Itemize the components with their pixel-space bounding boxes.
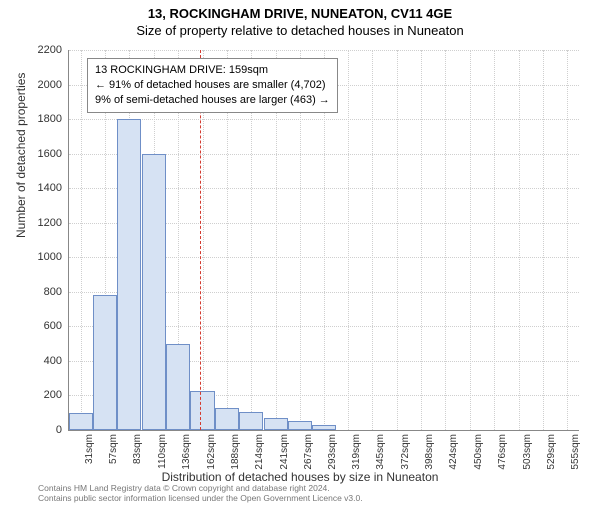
x-tick-label: 241sqm <box>279 434 290 470</box>
vgridline <box>397 50 398 430</box>
y-tick-label: 1400 <box>22 182 62 194</box>
y-tick-label: 1200 <box>22 217 62 229</box>
x-tick-label: 267sqm <box>303 434 314 470</box>
vgridline <box>494 50 495 430</box>
y-tick-label: 600 <box>22 320 62 332</box>
histogram-bar <box>264 418 288 430</box>
x-tick-label: 188sqm <box>230 434 241 470</box>
x-tick-label: 450sqm <box>473 434 484 470</box>
histogram-bar <box>93 295 117 430</box>
y-tick-label: 0 <box>22 424 62 436</box>
histogram-bar <box>117 119 141 430</box>
x-tick-label: 110sqm <box>157 434 168 469</box>
vgridline <box>567 50 568 430</box>
x-tick-label: 529sqm <box>546 434 557 470</box>
x-tick-label: 319sqm <box>351 434 362 470</box>
y-tick-label: 2200 <box>22 44 62 56</box>
x-tick-label: 398sqm <box>424 434 435 470</box>
y-tick-label: 1800 <box>22 113 62 125</box>
vgridline <box>445 50 446 430</box>
x-tick-label: 31sqm <box>84 434 95 464</box>
y-tick-label: 800 <box>22 286 62 298</box>
histogram-bar <box>312 425 336 430</box>
y-tick-label: 200 <box>22 389 62 401</box>
x-tick-label: 136sqm <box>181 434 192 470</box>
x-tick-label: 214sqm <box>254 434 265 470</box>
x-tick-label: 476sqm <box>497 434 508 470</box>
y-tick-label: 1000 <box>22 251 62 263</box>
histogram-bar <box>69 413 93 430</box>
vgridline <box>372 50 373 430</box>
plot-area: 31sqm57sqm83sqm110sqm136sqm162sqm188sqm2… <box>68 50 579 431</box>
page-subtitle: Size of property relative to detached ho… <box>0 23 600 38</box>
info-box: 13 ROCKINGHAM DRIVE: 159sqm← 91% of deta… <box>87 58 338 113</box>
x-tick-label: 345sqm <box>375 434 386 470</box>
x-tick-label: 503sqm <box>522 434 533 470</box>
page-title: 13, ROCKINGHAM DRIVE, NUNEATON, CV11 4GE <box>0 6 600 21</box>
x-tick-label: 162sqm <box>206 434 217 470</box>
info-box-line: 9% of semi-detached houses are larger (4… <box>95 93 330 108</box>
footer-line-2: Contains public sector information licen… <box>38 494 363 504</box>
y-tick-label: 1600 <box>22 148 62 160</box>
vgridline <box>348 50 349 430</box>
y-tick-label: 2000 <box>22 79 62 91</box>
info-box-line: 13 ROCKINGHAM DRIVE: 159sqm <box>95 63 330 78</box>
vgridline <box>81 50 82 430</box>
x-tick-label: 83sqm <box>132 434 143 464</box>
vgridline <box>543 50 544 430</box>
x-tick-label: 293sqm <box>327 434 338 470</box>
histogram-chart: 31sqm57sqm83sqm110sqm136sqm162sqm188sqm2… <box>68 50 578 430</box>
histogram-bar <box>166 344 190 430</box>
histogram-bar <box>142 154 166 430</box>
histogram-bar <box>215 408 239 430</box>
x-tick-label: 57sqm <box>108 434 119 464</box>
x-tick-label: 424sqm <box>448 434 459 470</box>
vgridline <box>519 50 520 430</box>
footer-attribution: Contains HM Land Registry data © Crown c… <box>38 484 363 504</box>
y-tick-label: 400 <box>22 355 62 367</box>
vgridline <box>421 50 422 430</box>
histogram-bar <box>190 391 214 430</box>
x-tick-label: 372sqm <box>400 434 411 470</box>
histogram-bar <box>239 412 263 430</box>
x-tick-label: 555sqm <box>570 434 581 470</box>
histogram-bar <box>288 421 312 431</box>
x-axis-label: Distribution of detached houses by size … <box>0 470 600 484</box>
info-box-line: ← 91% of detached houses are smaller (4,… <box>95 78 330 93</box>
vgridline <box>470 50 471 430</box>
